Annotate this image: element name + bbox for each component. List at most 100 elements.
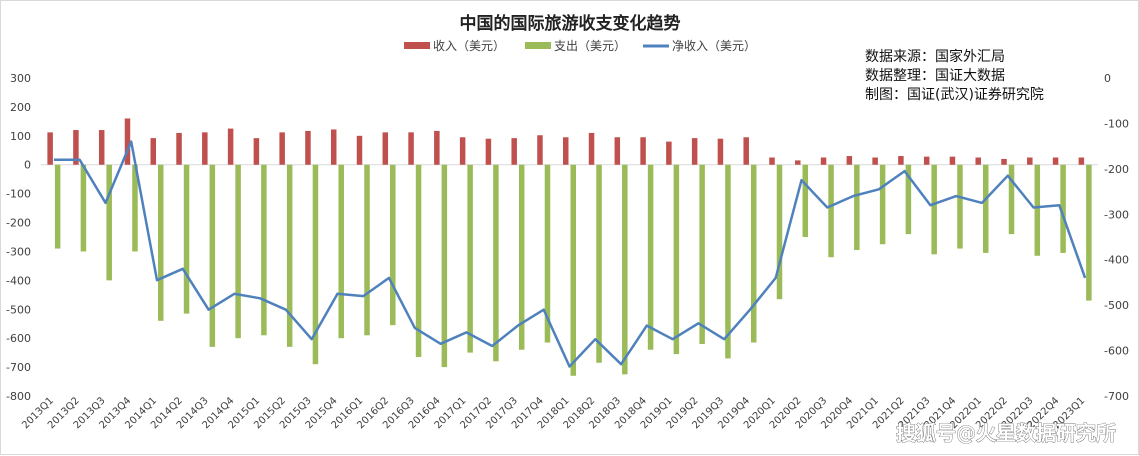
y-left-tick-label: -500 <box>6 303 31 316</box>
income-bar <box>434 130 440 165</box>
income-bar <box>330 129 337 165</box>
expense-bar <box>725 164 731 359</box>
expense-bar <box>596 164 602 363</box>
expense-bar <box>106 164 112 281</box>
expense-bar <box>441 164 448 368</box>
income-bar <box>588 132 595 165</box>
expense-bar <box>854 164 860 251</box>
bars-layer <box>47 118 1092 376</box>
expense-bar <box>673 164 680 355</box>
expense-bar <box>286 164 293 347</box>
income-bar <box>1078 157 1085 165</box>
legend-label-income: 收入（美元） <box>433 39 505 53</box>
income-bar <box>717 138 724 165</box>
y-left-tick-label: -300 <box>6 245 31 258</box>
expense-bar <box>647 164 654 350</box>
income-bar <box>898 156 904 165</box>
y-right-tick-label: 0 <box>1104 72 1111 85</box>
expense-bar <box>364 164 370 336</box>
expense-bar <box>1008 164 1015 235</box>
y-left-tick-label: -800 <box>6 390 31 403</box>
income-bar <box>872 157 878 165</box>
income-bar <box>666 141 672 165</box>
expense-bar <box>80 164 87 252</box>
income-bar <box>253 138 260 165</box>
expense-bar <box>957 164 963 249</box>
legend-swatch-expense <box>525 42 551 49</box>
y-left-tick-label: -400 <box>6 274 31 287</box>
axes-layer: 300 200 100 0 -100 -200 -300 -400 -500 -600 -700 -8… <box>6 72 1129 431</box>
y-left-tick-label: -600 <box>6 332 31 345</box>
income-bar <box>124 118 131 165</box>
income-bar <box>743 137 749 165</box>
income-bar <box>227 128 234 165</box>
income-bar <box>923 156 930 165</box>
income-bar <box>820 157 827 165</box>
income-bar <box>202 132 208 165</box>
expense-bar <box>415 164 422 357</box>
y-left-tick-label: -200 <box>6 217 31 230</box>
y-left-tick-label: 100 <box>10 130 31 143</box>
expense-bar <box>493 164 499 362</box>
line-layer <box>53 140 1087 368</box>
chart-title: 中国的国际旅游收支变化趋势 <box>460 13 681 34</box>
expense-bar <box>235 164 241 339</box>
y-right-tick-label: -400 <box>1104 254 1129 267</box>
expense-bar <box>158 164 164 321</box>
y-left-tick-label: 300 <box>10 72 31 85</box>
income-bar <box>846 156 853 165</box>
expense-bar <box>338 164 344 339</box>
expense-bar <box>209 164 216 347</box>
y-right-tick-label: -300 <box>1104 208 1129 221</box>
expense-bar <box>931 164 937 255</box>
expense-bar <box>879 164 886 245</box>
income-bar <box>73 130 79 165</box>
income-bar <box>1052 157 1059 165</box>
note-compiler: 数据整理：国证大数据 <box>865 68 1005 84</box>
expense-bar <box>467 164 473 353</box>
expense-bar <box>828 164 834 258</box>
y-left-tick-label: 0 <box>24 159 31 172</box>
income-bar <box>279 132 285 165</box>
income-bar <box>356 135 363 165</box>
expense-bar <box>802 164 809 237</box>
income-bar <box>1001 158 1007 165</box>
expense-bar <box>390 164 396 326</box>
income-bar <box>614 137 621 165</box>
legend-swatch-income <box>404 42 430 49</box>
expense-bar <box>905 164 912 235</box>
y-right-tick-label: -100 <box>1104 117 1129 130</box>
y-right-tick-label: -700 <box>1104 390 1129 403</box>
expense-bar <box>1060 164 1066 253</box>
legend-label-expense: 支出（美元） <box>554 39 626 53</box>
net-income-line <box>53 140 1087 368</box>
expense-bar <box>1034 164 1041 256</box>
expense-bar <box>132 164 138 252</box>
income-bar <box>1027 157 1033 165</box>
income-bar <box>949 156 956 165</box>
income-bar <box>98 130 105 165</box>
income-bar <box>537 135 543 165</box>
y-left-tick-label: -100 <box>6 188 31 201</box>
income-bar <box>176 132 182 165</box>
expense-bar <box>518 164 525 350</box>
expense-bar <box>183 164 190 314</box>
income-bar <box>795 160 801 165</box>
watermark: 搜狐号@火星数据研究所 <box>896 421 1116 445</box>
y-right-tick-label: -600 <box>1104 345 1129 358</box>
legend: 收入（美元） 支出（美元） 净收入（美元） <box>404 39 756 53</box>
note-source: 数据来源：国家外汇局 <box>865 48 1005 65</box>
expense-bar <box>570 164 576 376</box>
expense-bar <box>622 164 628 375</box>
expense-bar <box>54 164 61 249</box>
y-right-tick-label: -200 <box>1104 163 1129 176</box>
income-bar <box>511 138 517 165</box>
income-bar <box>640 137 646 165</box>
note-author: 制图：国证(武汉)证券研究院 <box>865 87 1044 103</box>
income-bar <box>769 157 775 165</box>
income-bar <box>150 138 157 165</box>
y-left-tick-label: -700 <box>6 361 31 374</box>
legend-label-net: 净收入（美元） <box>672 39 756 53</box>
expense-bar <box>776 164 783 300</box>
